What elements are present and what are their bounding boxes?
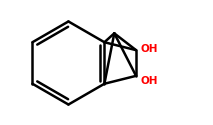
Text: OH: OH bbox=[141, 44, 158, 54]
Text: OH: OH bbox=[141, 76, 158, 86]
